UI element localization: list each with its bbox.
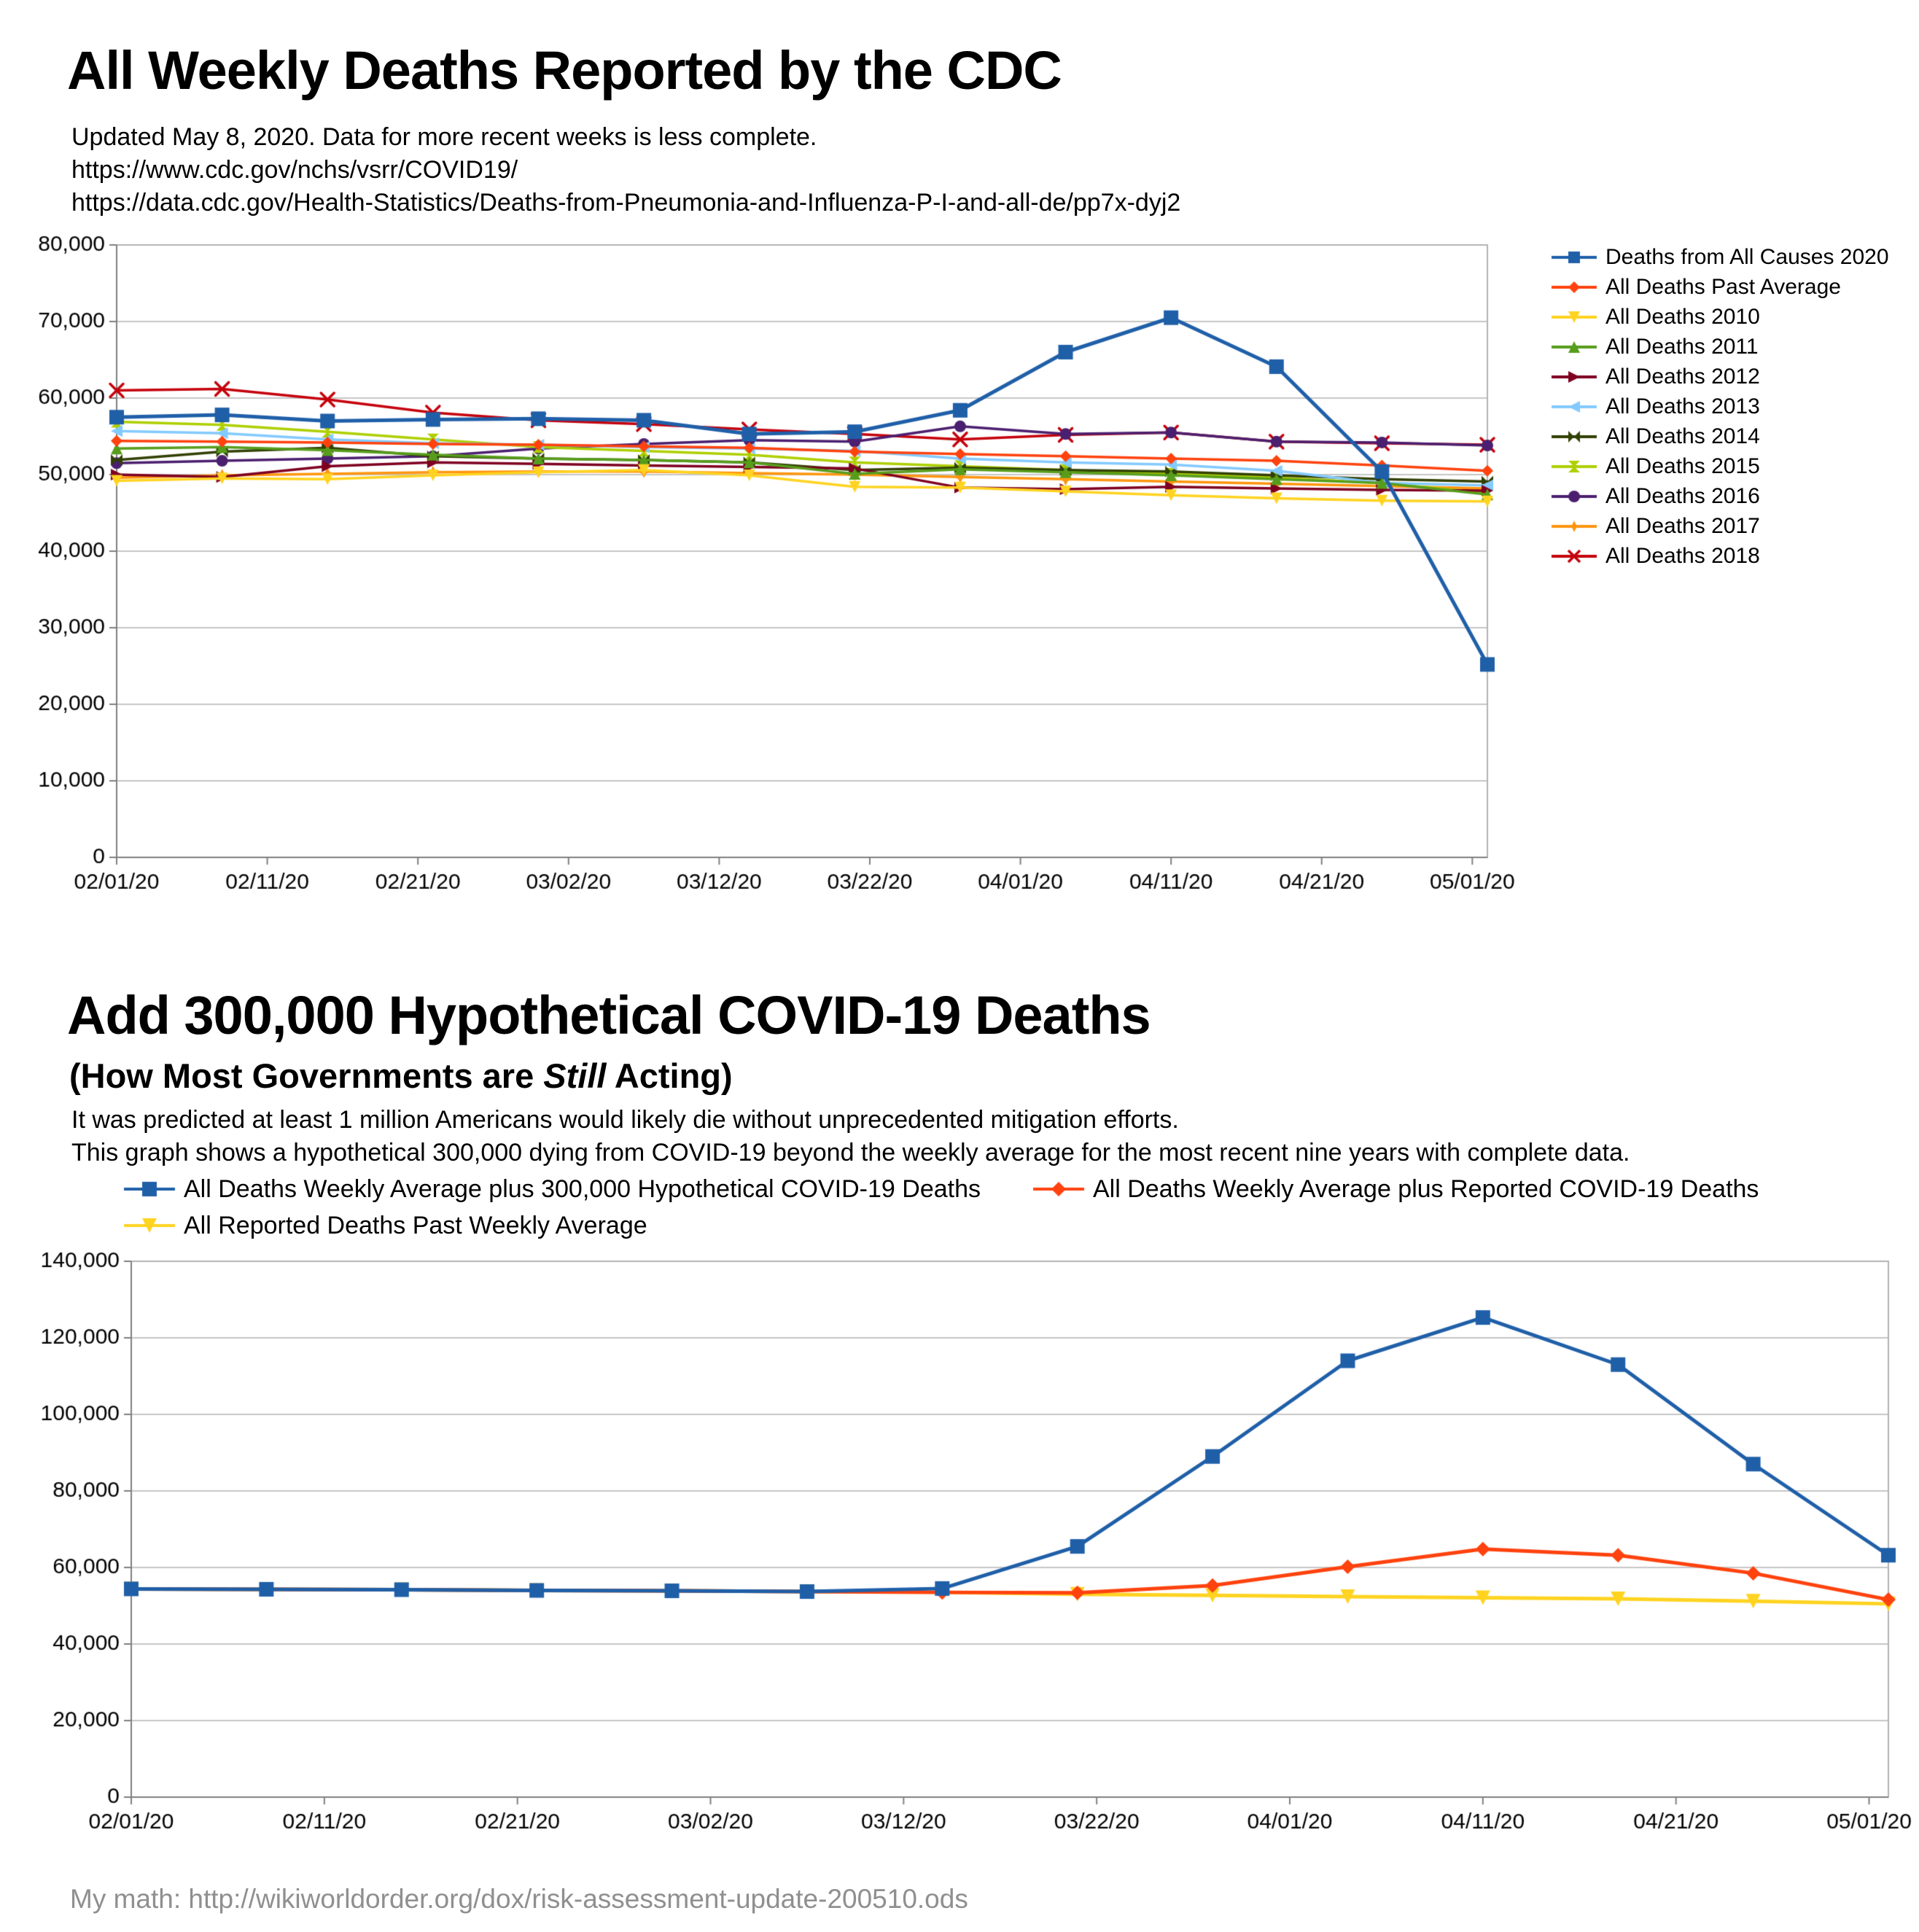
tri-down-series-marker-icon [122,1215,176,1236]
x-series-marker-icon [1550,545,1598,566]
legend-item: All Deaths 2014 [1550,421,1889,451]
legend-item: All Deaths Weekly Average plus Reported … [1032,1172,1759,1206]
legend-label: All Deaths 2013 [1605,394,1760,418]
chart2-description-block: It was predicted at least 1 million Amer… [71,1104,1630,1169]
chart2-subtitle-italic: Still [543,1056,607,1095]
square-series-marker-icon [122,1178,176,1200]
legend-item: All Deaths 2010 [1550,302,1889,332]
legend-item: All Deaths Weekly Average plus 300,000 H… [122,1172,981,1206]
chart2-subtitle-prefix: (How Most Governments are [69,1056,544,1095]
legend-item: Deaths from All Causes 2020 [1550,242,1889,272]
chart1-subtitle-block: Updated May 8, 2020. Data for more recen… [71,121,1180,219]
chart2-legend: All Deaths Weekly Average plus 300,000 H… [122,1172,1843,1242]
footer-source-text: My math: http://wikiworldorder.org/dox/r… [70,1884,968,1914]
chart1-source-url: https://www.cdc.gov/nchs/vsrr/COVID19/ [71,156,518,184]
chart2-description-line: This graph shows a hypothetical 300,000 … [71,1139,1630,1166]
hypothetical-deaths-line-chart [22,1238,1918,1850]
legend-label: All Deaths 2012 [1605,364,1760,389]
legend-item: All Deaths 2016 [1550,481,1889,511]
legend-item: All Deaths 2012 [1550,362,1889,392]
chart2-title: Add 300,000 Hypothetical COVID-19 Deaths [67,985,1151,1045]
chart1-subtitle-line: Updated May 8, 2020. Data for more recen… [71,123,817,151]
hourglass-series-marker-icon [1550,456,1598,477]
legend-label: All Deaths 2014 [1605,424,1760,448]
diamond-series-marker-icon [1032,1178,1086,1200]
legend-item: All Deaths 2011 [1550,332,1889,362]
chart2-description-line: It was predicted at least 1 million Amer… [71,1106,1179,1134]
legend-label: All Reported Deaths Past Weekly Average [184,1211,647,1239]
legend-item: All Deaths 2015 [1550,451,1889,481]
legend-label: All Deaths Past Average [1605,274,1841,299]
tri-down-series-marker-icon [1550,306,1598,327]
chart2-subtitle-suffix: Acting) [606,1056,733,1095]
legend-item: All Deaths 2013 [1550,392,1889,421]
legend-label: All Deaths Weekly Average plus Reported … [1093,1175,1759,1203]
tri-right-series-marker-icon [1550,366,1598,387]
weekly-deaths-line-chart [29,217,1560,946]
legend-item: All Reported Deaths Past Weekly Average [122,1209,647,1242]
chart1-title: All Weekly Deaths Reported by the CDC [67,40,1062,101]
chart1-legend: Deaths from All Causes 2020 All Deaths Pa… [1550,242,1889,571]
legend-label: All Deaths 2011 [1605,334,1759,359]
chart2-subtitle: (How Most Governments are Still Acting) [69,1056,733,1096]
legend-label: Deaths from All Causes 2020 [1605,244,1889,269]
circle-series-marker-icon [1550,486,1598,507]
tri-left-series-marker-icon [1550,396,1598,417]
legend-item: All Deaths 2017 [1550,511,1889,541]
legend-label: All Deaths 2010 [1605,304,1760,329]
legend-label: All Deaths 2018 [1605,543,1760,568]
bowtie-series-marker-icon [1550,426,1598,447]
tri-up-series-marker-icon [1550,336,1598,357]
legend-item: All Deaths Past Average [1550,272,1889,302]
legend-label: All Deaths 2015 [1605,453,1760,478]
chart1-source-url: https://data.cdc.gov/Health-Statistics/D… [71,189,1181,217]
diamond-series-marker-icon [1550,276,1598,297]
legend-item: All Deaths 2018 [1550,541,1889,571]
legend-label: All Deaths Weekly Average plus 300,000 H… [184,1175,981,1203]
square-series-marker-icon [1550,246,1598,268]
legend-label: All Deaths 2016 [1605,483,1760,508]
star4-series-marker-icon [1550,515,1598,537]
legend-label: All Deaths 2017 [1605,513,1760,538]
